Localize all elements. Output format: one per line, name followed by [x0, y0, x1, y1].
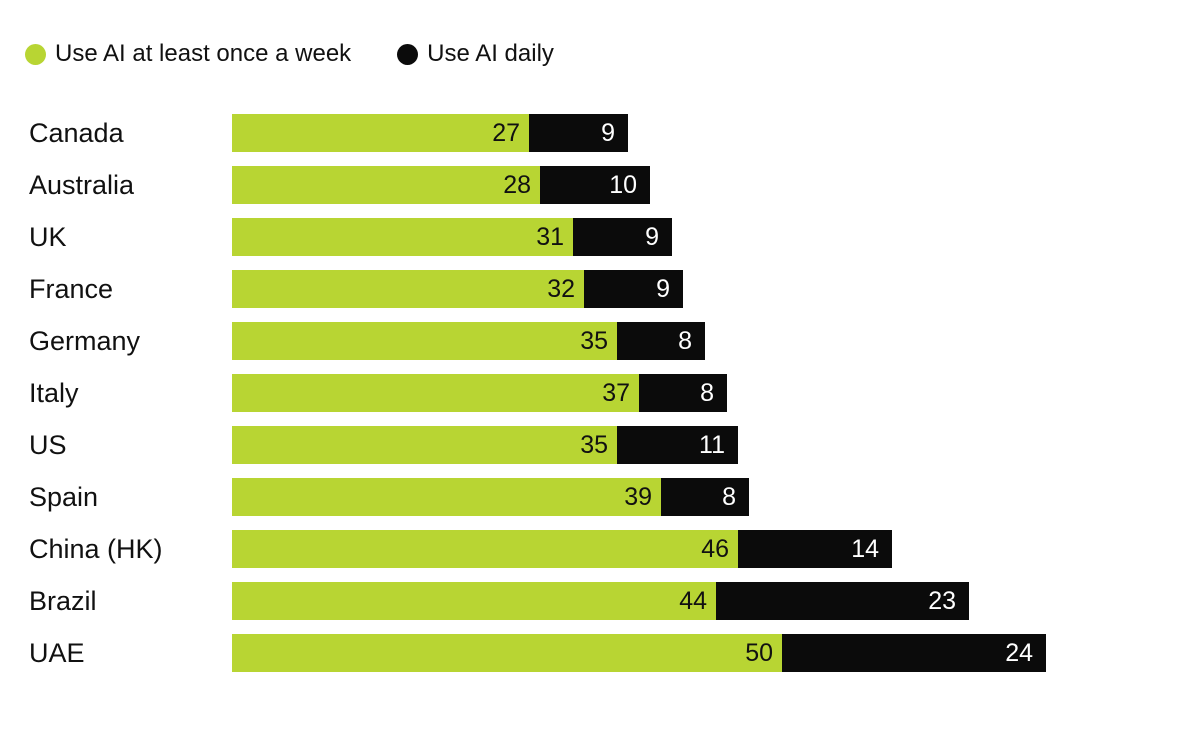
weekly-legend-label: Use AI at least once a week: [55, 40, 352, 67]
weekly-value-label: 35: [580, 326, 608, 355]
daily-legend-label: Use AI daily: [427, 40, 554, 67]
legend-item-daily: Use AI daily: [397, 42, 554, 66]
daily-value-label: 9: [601, 118, 615, 147]
weekly-bar-segment: 35: [232, 322, 617, 360]
weekly-bar-segment: 27: [232, 114, 529, 152]
daily-value-label: 9: [656, 274, 670, 303]
bar: 35 11: [232, 426, 738, 464]
chart-row: Spain 39 8: [25, 478, 1203, 516]
country-label: Spain: [29, 481, 99, 512]
bar: 28 10: [232, 166, 650, 204]
weekly-value-label: 32: [547, 274, 575, 303]
weekly-value-label: 35: [580, 430, 608, 459]
chart-row: China (HK) 46 14: [25, 530, 1203, 568]
weekly-value-label: 50: [745, 638, 773, 667]
daily-bar-segment: 8: [661, 478, 749, 516]
daily-bar-segment: 24: [782, 634, 1046, 672]
daily-bar-segment: 10: [540, 166, 650, 204]
country-label: Australia: [29, 169, 135, 200]
daily-bar-segment: 23: [716, 582, 969, 620]
weekly-bar-segment: 28: [232, 166, 540, 204]
country-label: UK: [29, 221, 67, 252]
bar: 31 9: [232, 218, 672, 256]
chart-page: Use AI at least once a week Use AI daily…: [25, 40, 1203, 672]
country-label: UAE: [29, 637, 85, 668]
bar: 27 9: [232, 114, 628, 152]
legend-item-weekly: Use AI at least once a week: [25, 42, 351, 66]
daily-value-label: 23: [928, 586, 956, 615]
weekly-bar-segment: 32: [232, 270, 584, 308]
daily-bar-segment: 9: [573, 218, 672, 256]
chart-row: France 32 9: [25, 270, 1203, 308]
daily-bar-segment: 9: [584, 270, 683, 308]
bar: 39 8: [232, 478, 749, 516]
weekly-value-label: 27: [492, 118, 520, 147]
country-label: Germany: [29, 325, 141, 356]
country-label: Canada: [29, 117, 124, 148]
daily-value-label: 9: [645, 222, 659, 251]
daily-legend-dot-icon: [397, 43, 419, 65]
weekly-bar-segment: 37: [232, 374, 639, 412]
weekly-value-label: 39: [624, 482, 652, 511]
bar: 35 8: [232, 322, 705, 360]
chart-row: UK 31 9: [25, 218, 1203, 256]
weekly-bar-segment: 31: [232, 218, 573, 256]
daily-value-label: 14: [851, 534, 879, 563]
weekly-legend-dot-icon: [25, 43, 46, 65]
weekly-bar-segment: 44: [232, 582, 716, 620]
daily-bar-segment: 11: [617, 426, 738, 464]
daily-bar-segment: 8: [617, 322, 705, 360]
daily-value-label: 8: [700, 378, 714, 407]
daily-value-label: 24: [1005, 638, 1033, 667]
weekly-value-label: 37: [602, 378, 630, 407]
daily-value-label: 8: [722, 482, 736, 511]
daily-bar-segment: 14: [738, 530, 892, 568]
weekly-value-label: 31: [536, 222, 564, 251]
weekly-bar-segment: 39: [232, 478, 661, 516]
country-label: Italy: [29, 377, 79, 408]
weekly-value-label: 44: [679, 586, 707, 615]
chart-row: Canada 27 9: [25, 114, 1203, 152]
bar: 37 8: [232, 374, 727, 412]
daily-bar-segment: 9: [529, 114, 628, 152]
country-label: Brazil: [29, 585, 97, 616]
daily-value-label: 8: [678, 326, 692, 355]
legend: Use AI at least once a week Use AI daily: [25, 40, 1203, 68]
bar: 46 14: [232, 530, 892, 568]
weekly-bar-segment: 35: [232, 426, 617, 464]
bar: 50 24: [232, 634, 1046, 672]
daily-bar-segment: 8: [639, 374, 727, 412]
chart-row: Brazil 44 23: [25, 582, 1203, 620]
country-label: France: [29, 273, 114, 304]
chart-row: US 35 11: [25, 426, 1203, 464]
country-label: China (HK): [29, 533, 163, 564]
stacked-bar-chart: Canada 27 9 Australia 28 10 UK 31 9 France 32 9 Germ…: [25, 114, 1203, 672]
bar: 44 23: [232, 582, 969, 620]
country-label: US: [29, 429, 67, 460]
weekly-bar-segment: 50: [232, 634, 782, 672]
chart-row: Italy 37 8: [25, 374, 1203, 412]
daily-value-label: 11: [699, 430, 725, 459]
weekly-value-label: 46: [701, 534, 729, 563]
weekly-bar-segment: 46: [232, 530, 738, 568]
chart-row: Germany 35 8: [25, 322, 1203, 360]
chart-row: Australia 28 10: [25, 166, 1203, 204]
bar: 32 9: [232, 270, 683, 308]
daily-value-label: 10: [609, 170, 637, 199]
chart-row: UAE 50 24: [25, 634, 1203, 672]
weekly-value-label: 28: [503, 170, 531, 199]
